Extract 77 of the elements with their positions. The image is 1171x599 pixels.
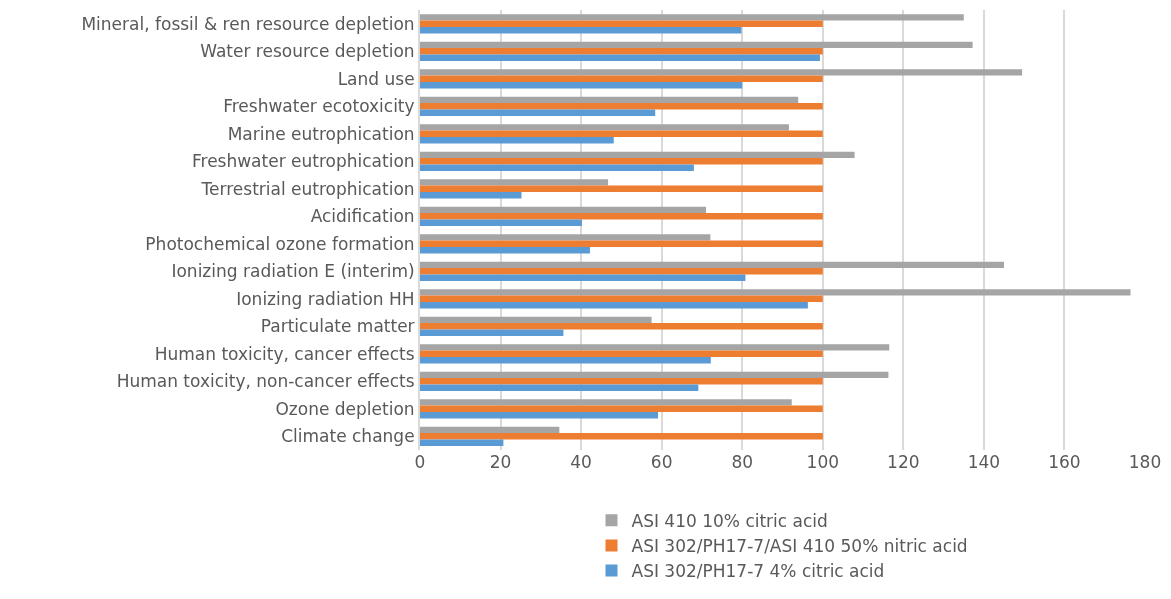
y-tick-label: Freshwater ecotoxicity <box>223 96 415 117</box>
bar <box>420 439 504 446</box>
y-tick-label: Mineral, fossil & ren resource depletion <box>81 13 415 34</box>
bar <box>420 274 746 281</box>
y-tick-label: Photochemical ozone formation <box>145 233 415 254</box>
bar <box>420 81 743 89</box>
bar <box>420 356 711 364</box>
bar <box>420 378 823 385</box>
bar <box>420 213 823 220</box>
bar <box>420 344 890 351</box>
bar <box>420 164 694 171</box>
y-tick-label: Ozone depletion <box>275 398 415 419</box>
bar <box>420 14 964 21</box>
bar <box>420 191 522 199</box>
y-tick-label: Freshwater eutrophication <box>191 151 415 172</box>
legend-label: ASI 302/PH17-7 4% citric acid <box>631 561 885 582</box>
bar <box>420 185 823 192</box>
bar <box>420 295 823 302</box>
bar <box>420 234 711 241</box>
y-tick-label: Particulate matter <box>260 316 415 337</box>
y-tick-label: Terrestrial eutrophication <box>200 178 415 199</box>
bar <box>420 411 659 419</box>
x-tick-label: 20 <box>489 452 512 472</box>
bar <box>420 26 742 34</box>
bar <box>420 206 706 214</box>
x-tick-label: 140 <box>967 452 1001 472</box>
bar <box>420 350 823 357</box>
bar <box>420 433 823 440</box>
bar <box>420 261 1005 269</box>
y-tick-label: Ionizing radiation E (interim) <box>171 261 415 282</box>
x-tick-label: 100 <box>806 452 840 472</box>
bar <box>420 96 799 104</box>
x-tick-label: 80 <box>731 452 754 472</box>
bar <box>420 136 614 144</box>
bar <box>420 329 564 336</box>
x-tick-label: 120 <box>887 452 920 472</box>
legend-label: ASI 302/PH17-7/ASI 410 50% nitric acid <box>631 536 968 557</box>
y-tick-label: Climate change <box>281 426 415 447</box>
bar <box>420 54 820 61</box>
y-tick-label: Human toxicity, cancer effects <box>154 343 415 364</box>
bar <box>420 109 656 116</box>
x-tick-label: 60 <box>650 452 673 472</box>
legend-label: ASI 410 10% citric acid <box>631 510 828 531</box>
bar <box>420 69 1023 76</box>
bar <box>420 48 823 55</box>
bar <box>420 426 560 434</box>
x-tick-label: 180 <box>1128 452 1162 472</box>
x-tick-label: 40 <box>570 452 592 472</box>
y-tick-label: Water resource depletion <box>200 41 415 62</box>
bar <box>420 151 855 159</box>
y-tick-label: Human toxicity, non-cancer effects <box>116 371 415 392</box>
bar <box>420 103 823 110</box>
y-tick-label: Ionizing radiation HH <box>236 288 415 309</box>
bar <box>420 246 590 254</box>
y-tick-label: Marine eutrophication <box>227 123 415 144</box>
bar <box>420 323 823 330</box>
bar <box>420 399 792 406</box>
bar <box>420 371 889 379</box>
bar <box>420 316 652 324</box>
bar <box>420 158 823 165</box>
bar <box>420 405 823 412</box>
x-tick-label: 160 <box>1048 452 1081 472</box>
bar <box>420 384 699 391</box>
bar <box>420 20 823 27</box>
y-tick-label: Acidification <box>310 206 415 227</box>
bar <box>420 301 808 309</box>
bar <box>420 240 823 247</box>
bar <box>420 268 823 275</box>
bar <box>420 130 823 137</box>
bar <box>420 179 609 186</box>
bar <box>420 75 823 82</box>
bar <box>420 219 582 226</box>
bar <box>420 41 973 49</box>
y-tick-label: Land use <box>337 68 415 89</box>
bar <box>420 124 789 131</box>
x-tick-label: 0 <box>414 452 426 472</box>
bar <box>420 289 1131 296</box>
